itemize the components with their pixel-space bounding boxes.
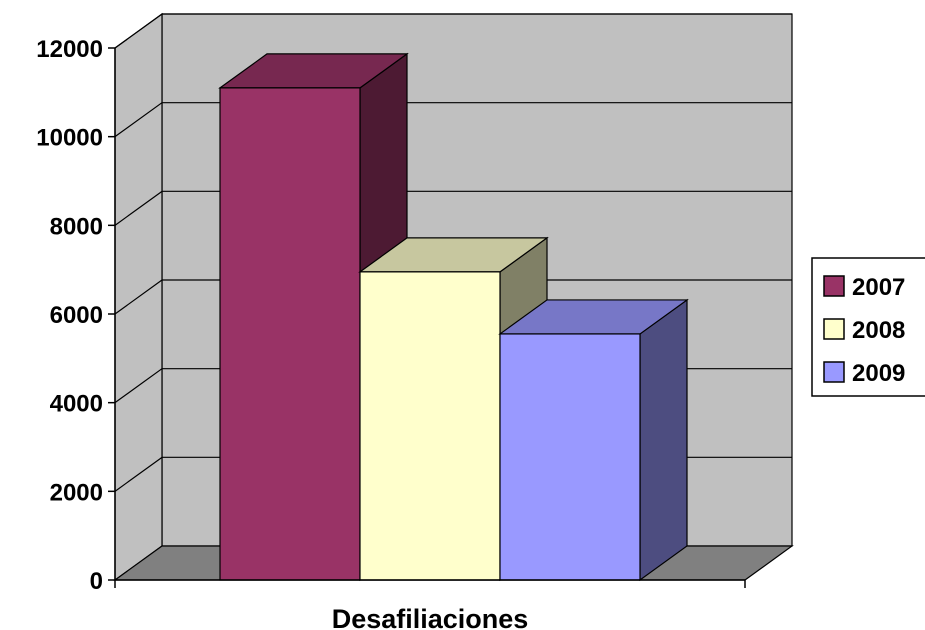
gridline [114, 279, 792, 315]
bars [218, 52, 689, 582]
y-tick-label: 4000 [50, 391, 103, 418]
bar-front [499, 333, 641, 581]
gridline [114, 13, 792, 49]
legend-label: 2009 [852, 360, 905, 387]
legend-item-2008: 2008 [823, 317, 905, 344]
legend-label: 2008 [852, 317, 905, 344]
bar-2009 [498, 298, 689, 582]
y-tick-label: 8000 [50, 213, 103, 240]
bar-front [219, 87, 361, 581]
legend-swatch [823, 275, 845, 297]
y-tick-label: 0 [90, 568, 103, 595]
gridline [114, 190, 792, 226]
legend-swatch [823, 318, 845, 340]
y-tick-labels: 0 2000 4000 6000 8000 10000 12000 [36, 36, 103, 595]
y-tick-label: 10000 [36, 125, 103, 152]
legend-item-2009: 2009 [823, 360, 905, 387]
bar-side [639, 298, 688, 582]
x-axis-label: Desafiliaciones [332, 604, 529, 630]
legend-item-2007: 2007 [823, 274, 905, 301]
y-tick-label: 2000 [50, 479, 103, 506]
y-tick-label: 12000 [36, 36, 103, 63]
gridline [114, 102, 792, 138]
bar-front [359, 271, 501, 581]
bar-2007 [218, 52, 409, 582]
axes [108, 47, 746, 588]
gridlines [114, 13, 792, 492]
legend-label: 2007 [852, 274, 905, 301]
y-tick-label: 6000 [50, 302, 103, 329]
legend-swatch [823, 361, 845, 383]
legend: 2007 2008 2009 [811, 257, 925, 397]
